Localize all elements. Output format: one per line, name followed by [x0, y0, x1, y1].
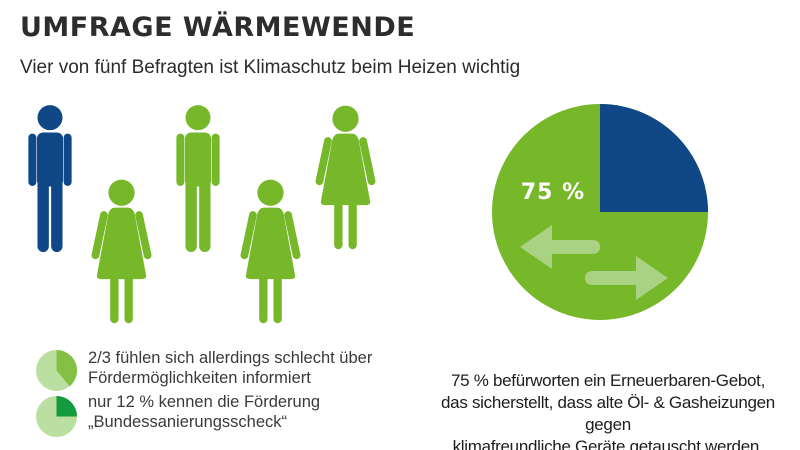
page-subtitle: Vier von fünf Befragten ist Klimaschutz …	[20, 57, 521, 78]
footnote-line: das sicherstellt, dass alte Öl- & Gashei…	[441, 393, 775, 434]
footnote-text: 75 % befürworten ein Erneuerbaren-Gebot,…	[418, 370, 798, 450]
main-pie-chart: 75 %	[492, 104, 708, 320]
person-male-icon	[28, 105, 72, 252]
bullet-item: nur 12 % kennen die Förderung „Bundessan…	[88, 393, 320, 432]
person-male-icon	[176, 105, 220, 252]
swap-arrows-icon	[520, 225, 668, 300]
bullet-line: Fördermöglichkeiten informiert	[88, 368, 311, 387]
bullet-line: nur 12 % kennen die Förderung	[88, 393, 321, 411]
bullet-item: 2/3 fühlen sich allerdings schlecht über…	[88, 349, 372, 388]
person-female-icon	[240, 179, 301, 324]
bullet-line: „Bundessanierungsscheck“	[88, 412, 288, 431]
pie-slice-blue	[600, 104, 708, 212]
arrow-left-icon	[520, 225, 600, 269]
pie-twelve-percent-icon	[36, 396, 77, 437]
person-female-icon	[91, 179, 152, 324]
person-female-icon	[315, 105, 376, 250]
arrow-right-icon	[585, 256, 668, 300]
footnote-line: klimafreundliche Geräte getauscht werden…	[452, 437, 764, 450]
page-title: UMFRAGE WÄRMEWENDE	[20, 12, 416, 43]
footnote-line: 75 % befürworten ein Erneuerbaren-Gebot,	[450, 371, 766, 390]
bullet-line: 2/3 fühlen sich allerdings schlecht über	[88, 349, 373, 367]
pie-two-thirds-icon	[36, 350, 77, 391]
pie-percentage-label: 75 %	[521, 180, 585, 205]
